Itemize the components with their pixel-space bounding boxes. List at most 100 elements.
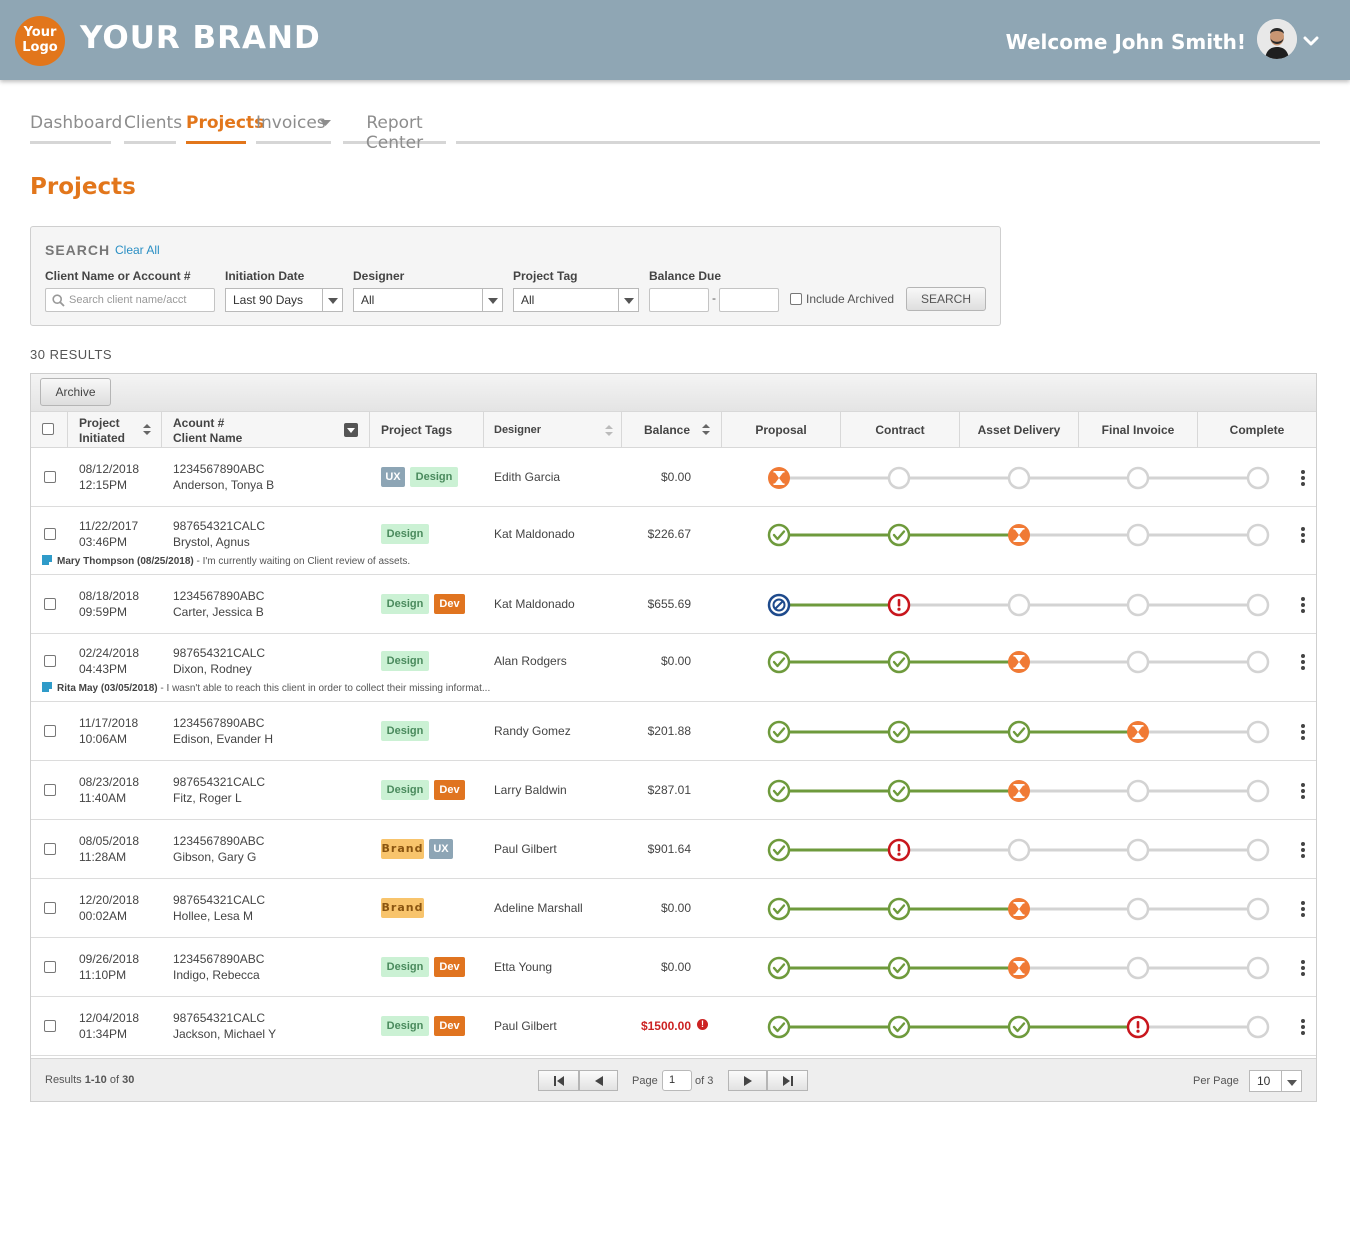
empty-circle-icon[interactable] — [1246, 523, 1270, 547]
table-row[interactable]: 08/12/2018 12:15PM 1234567890ABC Anderson, … — [31, 448, 1316, 507]
header-account-client[interactable]: Acount # Client Name — [162, 412, 370, 447]
column-dropdown-icon[interactable] — [344, 423, 358, 437]
client-search-input[interactable]: Search client name/acct — [45, 288, 215, 312]
row-checkbox[interactable] — [44, 784, 56, 796]
next-page-button[interactable] — [728, 1070, 767, 1091]
kebab-icon[interactable] — [1301, 597, 1305, 613]
kebab-icon[interactable] — [1301, 960, 1305, 976]
kebab-icon[interactable] — [1301, 1019, 1305, 1035]
sort-icon[interactable] — [702, 424, 710, 436]
empty-circle-icon[interactable] — [1126, 523, 1150, 547]
table-row[interactable]: 02/24/2018 04:43PM 987654321CALC Dixon, Rod… — [31, 634, 1316, 702]
kebab-icon[interactable] — [1301, 724, 1305, 740]
empty-circle-icon[interactable] — [1246, 650, 1270, 674]
hourglass-icon[interactable] — [1127, 721, 1149, 743]
check-circle-icon[interactable] — [887, 956, 911, 980]
empty-circle-icon[interactable] — [1126, 779, 1150, 803]
project-tag-select[interactable]: All — [513, 288, 639, 312]
row-checkbox[interactable] — [44, 961, 56, 973]
hourglass-icon[interactable] — [1008, 898, 1030, 920]
hourglass-icon[interactable] — [1008, 780, 1030, 802]
tab-report-center[interactable]: Report Center — [343, 112, 446, 153]
tab-dashboard[interactable]: Dashboard — [30, 112, 122, 144]
empty-circle-icon[interactable] — [887, 466, 911, 490]
hourglass-icon[interactable] — [1008, 524, 1030, 546]
exclamation-circle-icon[interactable] — [887, 593, 911, 617]
sort-icon[interactable] — [143, 424, 151, 436]
check-circle-icon[interactable] — [767, 523, 791, 547]
prev-page-button[interactable] — [579, 1070, 618, 1091]
exclamation-circle-icon[interactable] — [887, 838, 911, 862]
include-archived-checkbox[interactable] — [790, 293, 802, 305]
empty-circle-icon[interactable] — [1126, 466, 1150, 490]
check-circle-icon[interactable] — [887, 1015, 911, 1039]
check-circle-icon[interactable] — [887, 720, 911, 744]
clear-all-link[interactable]: Clear All — [115, 243, 160, 257]
empty-circle-icon[interactable] — [1126, 897, 1150, 921]
empty-circle-icon[interactable] — [1246, 838, 1270, 862]
empty-circle-icon[interactable] — [1007, 838, 1031, 862]
empty-circle-icon[interactable] — [1126, 956, 1150, 980]
header-designer[interactable]: Designer — [484, 412, 622, 447]
kebab-icon[interactable] — [1301, 842, 1305, 858]
header-balance[interactable]: Balance — [622, 412, 722, 447]
tab-clients[interactable]: Clients — [124, 112, 182, 144]
table-row[interactable]: 12/04/2018 01:34PM 987654321CALC Jackson, M… — [31, 997, 1316, 1056]
empty-circle-icon[interactable] — [1246, 956, 1270, 980]
empty-circle-icon[interactable] — [1246, 897, 1270, 921]
table-row[interactable]: 11/22/2017 03:46PM 987654321CALC Brystol, A… — [31, 507, 1316, 575]
row-checkbox[interactable] — [44, 725, 56, 737]
kebab-icon[interactable] — [1301, 783, 1305, 799]
check-circle-icon[interactable] — [767, 838, 791, 862]
designer-select[interactable]: All — [353, 288, 503, 312]
tab-projects[interactable]: Projects — [186, 112, 264, 144]
chevron-down-icon[interactable] — [1303, 36, 1319, 48]
check-circle-icon[interactable] — [767, 779, 791, 803]
row-note[interactable]: Rita May (03/05/2018) - I wasn't able to… — [42, 682, 490, 694]
hourglass-icon[interactable] — [1008, 957, 1030, 979]
first-page-button[interactable] — [538, 1070, 579, 1091]
check-circle-icon[interactable] — [887, 897, 911, 921]
row-checkbox[interactable] — [44, 655, 56, 667]
empty-circle-icon[interactable] — [1126, 593, 1150, 617]
table-row[interactable]: 12/20/2018 00:02AM 987654321CALC Hollee, Le… — [31, 879, 1316, 938]
check-circle-icon[interactable] — [887, 779, 911, 803]
empty-circle-icon[interactable] — [1126, 838, 1150, 862]
check-circle-icon[interactable] — [887, 523, 911, 547]
empty-circle-icon[interactable] — [1246, 593, 1270, 617]
row-checkbox[interactable] — [44, 528, 56, 540]
empty-circle-icon[interactable] — [1007, 466, 1031, 490]
row-checkbox[interactable] — [44, 1020, 56, 1032]
row-note[interactable]: Mary Thompson (08/25/2018) - I'm current… — [42, 555, 410, 567]
table-row[interactable]: 08/05/2018 11:28AM 1234567890ABC Gibson, Ga… — [31, 820, 1316, 879]
balance-min-input[interactable] — [649, 288, 709, 312]
sort-icon[interactable] — [605, 425, 613, 437]
check-circle-icon[interactable] — [767, 650, 791, 674]
empty-circle-icon[interactable] — [1246, 466, 1270, 490]
hourglass-icon[interactable] — [1008, 651, 1030, 673]
hourglass-icon[interactable] — [768, 467, 790, 489]
brand-logo[interactable]: Your Logo — [15, 16, 65, 66]
archive-button[interactable]: Archive — [40, 378, 111, 406]
check-circle-icon[interactable] — [1007, 720, 1031, 744]
empty-circle-icon[interactable] — [1246, 779, 1270, 803]
avatar[interactable] — [1257, 19, 1297, 59]
check-circle-icon[interactable] — [887, 650, 911, 674]
table-row[interactable]: 11/17/2018 10:06AM 1234567890ABC Edison, Ev… — [31, 702, 1316, 761]
row-checkbox[interactable] — [44, 598, 56, 610]
kebab-icon[interactable] — [1301, 901, 1305, 917]
check-circle-icon[interactable] — [767, 897, 791, 921]
blocked-circle-icon[interactable] — [767, 593, 791, 617]
row-checkbox[interactable] — [44, 471, 56, 483]
empty-circle-icon[interactable] — [1007, 593, 1031, 617]
row-checkbox[interactable] — [44, 902, 56, 914]
check-circle-icon[interactable] — [767, 956, 791, 980]
empty-circle-icon[interactable] — [1246, 720, 1270, 744]
empty-circle-icon[interactable] — [1246, 1015, 1270, 1039]
kebab-icon[interactable] — [1301, 654, 1305, 670]
check-circle-icon[interactable] — [767, 720, 791, 744]
select-all-checkbox[interactable] — [42, 423, 54, 435]
table-row[interactable]: 08/18/2018 09:59PM 1234567890ABC Carter, Je… — [31, 575, 1316, 634]
table-row[interactable]: 09/26/2018 11:10PM 1234567890ABC Indigo, Re… — [31, 938, 1316, 997]
check-circle-icon[interactable] — [1007, 1015, 1031, 1039]
